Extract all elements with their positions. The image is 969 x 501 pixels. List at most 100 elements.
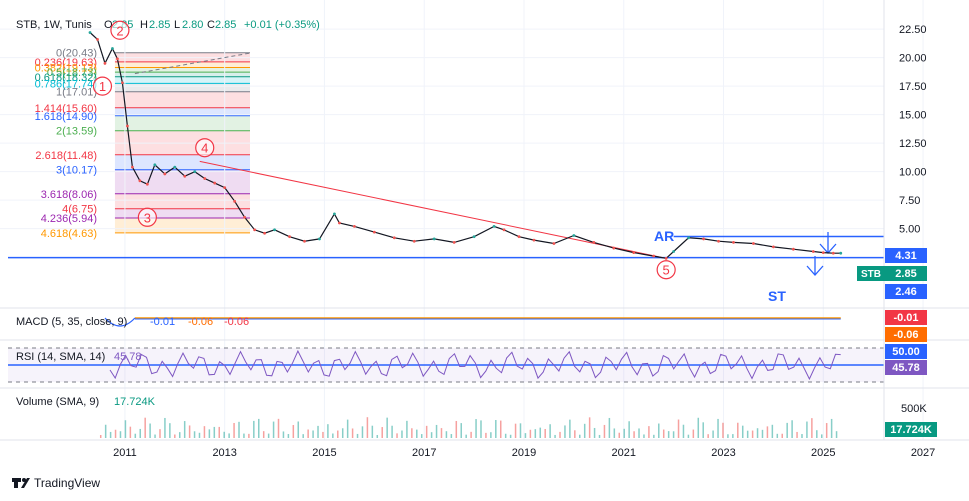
price-point xyxy=(472,235,476,239)
volume-bar xyxy=(183,421,186,438)
price-point xyxy=(131,165,134,169)
volume-bar xyxy=(519,423,522,438)
wave-label-text: 4 xyxy=(201,141,208,156)
fib-zone xyxy=(114,115,250,131)
st-price-badge-text: 2.46 xyxy=(895,286,916,298)
volume-bar xyxy=(495,420,497,438)
volume-bar xyxy=(677,419,680,438)
volume-bar xyxy=(643,434,645,438)
volume-bar xyxy=(593,427,596,438)
volume-bar xyxy=(253,420,255,438)
volume-bar xyxy=(297,421,300,438)
time-axis[interactable]: 2011 2013 2015 2017 2019 2021 2023 2025 2027 xyxy=(113,447,935,459)
volume-bar xyxy=(662,429,665,438)
volume-bar xyxy=(460,423,462,438)
wave-label-circle xyxy=(137,207,157,227)
indicator-panes xyxy=(8,317,884,383)
time-tick-label: 2021 xyxy=(612,447,636,459)
ohlc-close-label: C xyxy=(207,19,215,31)
volume-bar xyxy=(445,431,448,438)
price-point xyxy=(338,221,341,225)
time-tick-label: 2015 xyxy=(312,447,336,459)
volume-bar xyxy=(346,419,349,438)
price-point xyxy=(752,242,755,245)
wave-label-text: 3 xyxy=(144,210,151,225)
volume-bar xyxy=(534,429,537,438)
volume-bar xyxy=(361,426,364,438)
volume-bar xyxy=(569,419,571,438)
volume-bar xyxy=(406,420,408,438)
price-point xyxy=(203,177,207,180)
price-point xyxy=(193,170,197,174)
volume-bar xyxy=(544,428,546,438)
volume-bar xyxy=(465,434,467,438)
rsi-line xyxy=(109,349,841,381)
price-point xyxy=(173,165,177,169)
volume-bar xyxy=(820,434,823,438)
symbol-title: STB, 1W, Tunis xyxy=(16,19,92,31)
time-tick-label: 2025 xyxy=(811,447,835,459)
macd-badge-2 xyxy=(885,327,927,342)
downtrend-line xyxy=(199,160,667,259)
price-point xyxy=(111,47,114,50)
volume-bar xyxy=(539,427,542,438)
volume-bar xyxy=(188,425,191,438)
fib-zone xyxy=(114,72,250,77)
price-point xyxy=(372,230,376,234)
price-point xyxy=(839,251,843,255)
volume-bar xyxy=(233,422,235,438)
price-point xyxy=(672,250,676,253)
price-point xyxy=(452,240,456,244)
volume-bar xyxy=(549,424,551,438)
ohlc-high-value: 2.85 xyxy=(149,19,170,31)
volume-bar xyxy=(307,429,309,438)
volume-bar xyxy=(455,420,458,438)
volume-badge xyxy=(885,422,937,437)
fib-level-label: 1.618(14.90) xyxy=(35,111,97,123)
volume-bar xyxy=(499,420,502,438)
price-badges: 4.31 STB 2.85 2.46 -0.01 -0.06 50.00 45.… xyxy=(857,248,937,437)
price-point xyxy=(772,245,775,249)
tradingview-brand[interactable]: TradingView xyxy=(12,476,100,490)
price-tick-label: 17.50 xyxy=(899,81,927,93)
volume-bar xyxy=(741,425,744,438)
volume-bar xyxy=(682,424,685,438)
volume-bar xyxy=(203,426,206,438)
price-point xyxy=(121,81,124,85)
st-price-badge xyxy=(885,284,927,299)
volume-bar xyxy=(277,418,280,438)
volume-bar xyxy=(302,434,304,438)
volume-bar xyxy=(603,424,606,438)
volume-bar xyxy=(169,423,171,438)
price-point xyxy=(702,237,705,241)
price-point xyxy=(664,256,668,260)
fib-level-label: 0.236(19.63) xyxy=(35,57,97,69)
fib-zone xyxy=(114,193,250,209)
volume-bar xyxy=(104,424,107,438)
volume-bar xyxy=(411,428,413,438)
volume-bar xyxy=(149,423,151,438)
volume-bar xyxy=(608,417,611,438)
price-change: +0.01 (+0.35%) xyxy=(244,19,320,31)
price-axis[interactable]: 22.50 20.00 17.50 15.00 12.50 10.00 7.50 5.00 xyxy=(899,24,927,236)
price-point xyxy=(163,172,167,176)
fib-level-label: 1.414(15.60) xyxy=(35,103,97,115)
stb-symbol-badge-text: STB xyxy=(861,269,881,280)
rsi-mid-badge-text: 50.00 xyxy=(892,346,920,358)
wave-label-circle xyxy=(656,260,676,280)
wave-label-text: 2 xyxy=(116,23,123,38)
volume-bar xyxy=(756,428,759,438)
volume-bar xyxy=(164,417,166,438)
volume-bar xyxy=(351,428,354,438)
fib-level-label: 2.618(11.48) xyxy=(35,150,97,162)
price-point xyxy=(811,250,815,253)
volume-bar xyxy=(638,428,640,438)
price-point xyxy=(153,163,157,167)
volume-bar xyxy=(633,431,635,438)
volume-bar xyxy=(806,421,808,438)
fib-zone xyxy=(114,61,250,68)
volume-bar xyxy=(228,433,230,438)
volume-bar xyxy=(114,429,117,438)
volume-bar xyxy=(341,428,344,438)
